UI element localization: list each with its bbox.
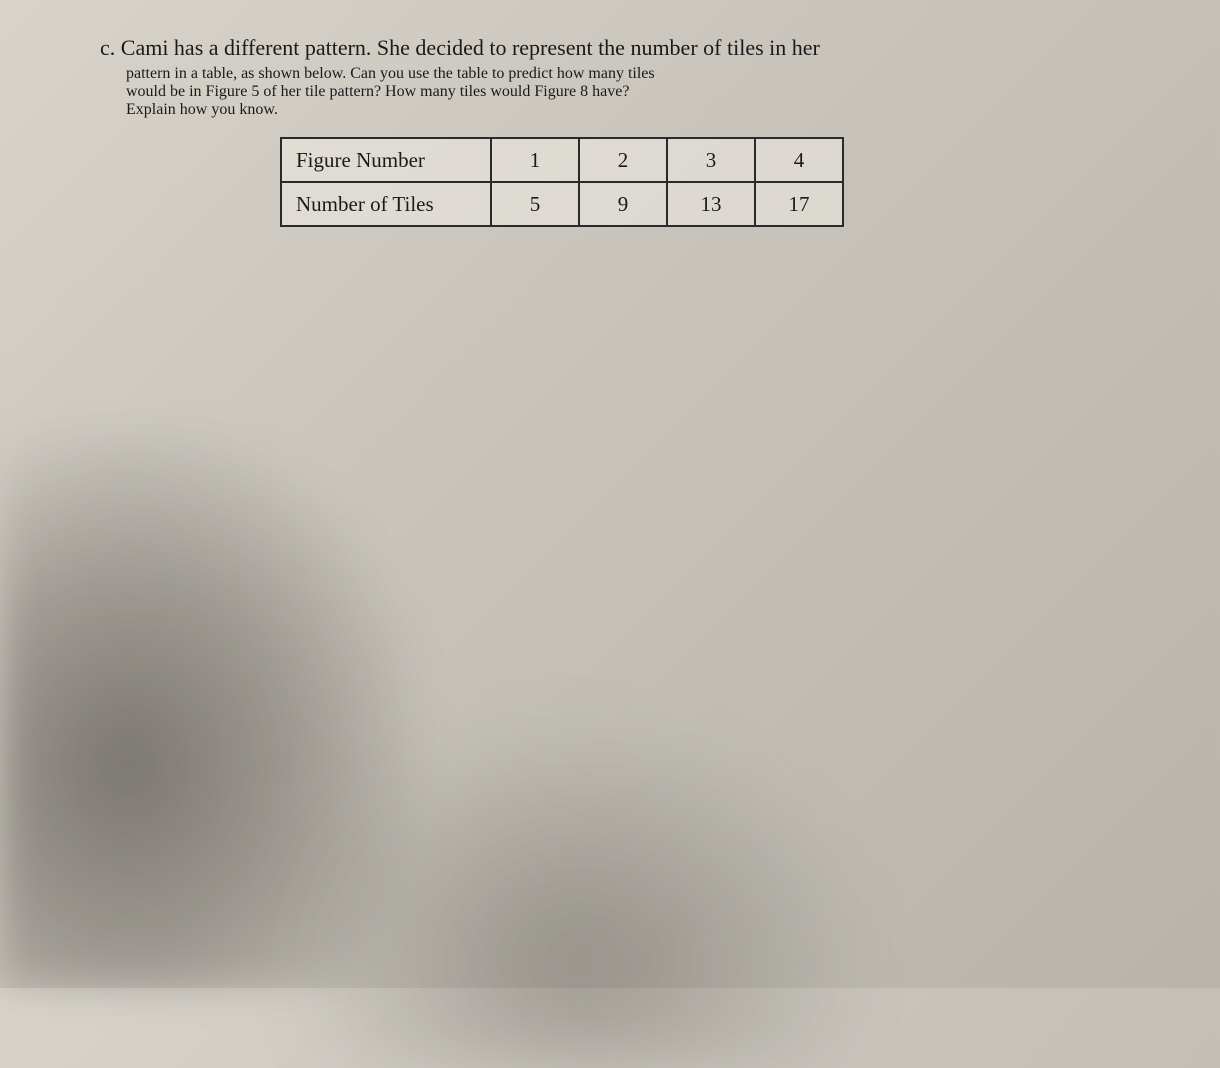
- question-line-4: Explain how you know.: [100, 101, 1140, 119]
- table-row: Figure Number 1 2 3 4: [281, 138, 843, 182]
- tile-pattern-table: Figure Number 1 2 3 4 Number of Tiles 5 …: [280, 137, 844, 227]
- table-cell: 2: [579, 138, 667, 182]
- question-block: c. Cami has a different pattern. She dec…: [100, 30, 1140, 119]
- table-cell: 4: [755, 138, 843, 182]
- question-line-1: c. Cami has a different pattern. She dec…: [100, 30, 1120, 65]
- table-cell: 1: [491, 138, 579, 182]
- row-header-number-of-tiles: Number of Tiles: [281, 182, 491, 226]
- table-cell: 9: [579, 182, 667, 226]
- row-header-figure-number: Figure Number: [281, 138, 491, 182]
- question-line-2: pattern in a table, as shown below. Can …: [100, 65, 1140, 83]
- table-cell: 3: [667, 138, 755, 182]
- photo-shadow: [0, 428, 420, 988]
- photo-shadow: [280, 708, 880, 1068]
- data-table-wrap: Figure Number 1 2 3 4 Number of Tiles 5 …: [280, 137, 1140, 227]
- table-row: Number of Tiles 5 9 13 17: [281, 182, 843, 226]
- table-cell: 13: [667, 182, 755, 226]
- question-line-3: would be in Figure 5 of her tile pattern…: [100, 83, 1140, 101]
- table-cell: 17: [755, 182, 843, 226]
- table-cell: 5: [491, 182, 579, 226]
